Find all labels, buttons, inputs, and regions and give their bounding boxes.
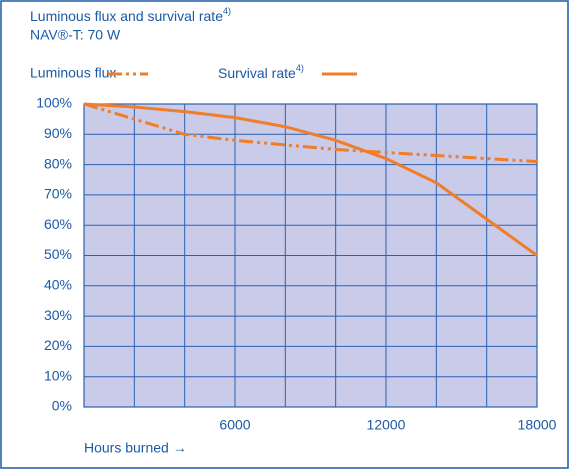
legend-text: Survival rate [218, 65, 296, 81]
x-tick-label: 12000 [367, 417, 406, 433]
y-tick-label: 30% [44, 307, 72, 323]
series-line [83, 102, 538, 164]
y-tick-label: 10% [44, 367, 72, 383]
x-tick-label: 18000 [518, 417, 557, 433]
title-note: 4) [223, 6, 231, 16]
x-tick-label: 6000 [219, 417, 250, 433]
y-tick-label: 20% [44, 337, 72, 353]
y-tick-label: 60% [44, 216, 72, 232]
y-tick-label: 0% [52, 398, 72, 414]
x-axis-label: Hours burned → [84, 440, 187, 456]
chart-title: Luminous flux and survival rate4) [30, 6, 231, 23]
chart-subtitle: NAV®-T: 70 W [30, 27, 121, 43]
legend-label: Luminous flux [30, 65, 116, 81]
plot-border [83, 103, 538, 408]
y-tick-label: 90% [44, 125, 72, 141]
y-tick-label: 40% [44, 277, 72, 293]
series-line [83, 102, 538, 257]
y-tick-label: 50% [44, 246, 72, 262]
y-tick-label: 70% [44, 186, 72, 202]
legend-label: Survival rate4) [218, 63, 304, 80]
legend-note: 4) [296, 63, 304, 73]
y-tick-label: 80% [44, 155, 72, 171]
y-tick-label: 100% [36, 95, 72, 111]
title-text: Luminous flux and survival rate [30, 8, 223, 24]
